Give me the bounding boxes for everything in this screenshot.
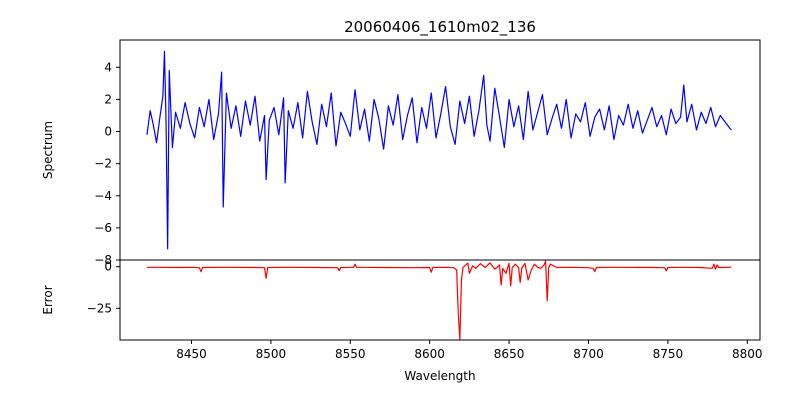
spectrum-series-line — [146, 50, 732, 250]
error-plot-area — [147, 260, 732, 340]
spectrum-panel: 4 2 0 −2 −4 −6 −8 Spectrum — [41, 39, 761, 267]
x-tick-label: 8500 — [256, 347, 287, 361]
error-y-tick-label: −25 — [87, 301, 112, 315]
x-tick-label: 8650 — [494, 347, 525, 361]
x-axis: 8450 8500 8550 8600 8650 8700 8750 8800 — [176, 340, 763, 361]
x-tick-label: 8750 — [653, 347, 684, 361]
x-tick-label: 8700 — [573, 347, 604, 361]
error-axes-frame — [119, 259, 761, 341]
error-y-label: Error — [41, 285, 55, 314]
spectrum-y-tick-label: 0 — [104, 125, 112, 139]
spectrum-y-label: Spectrum — [41, 121, 55, 179]
x-axis-label: Wavelength — [404, 369, 475, 383]
error-y-axis: 0 −25 — [87, 260, 120, 315]
spectrum-y-tick-label: 2 — [104, 92, 112, 106]
x-tick-label: 8800 — [732, 347, 763, 361]
error-y-tick-label: 0 — [104, 260, 112, 274]
spectrum-plot-area — [146, 50, 732, 250]
error-panel: 0 −25 Error — [41, 259, 761, 341]
spectrum-y-tick-label: −6 — [94, 221, 112, 235]
spectrum-y-tick-label: −4 — [94, 189, 112, 203]
spectrum-y-axis: 4 2 0 −2 −4 −6 −8 — [94, 60, 120, 267]
error-series-line — [147, 260, 732, 340]
spectrum-y-tick-label: −2 — [94, 157, 112, 171]
spectrum-y-tick-label: 4 — [104, 60, 112, 74]
chart-title: 20060406_1610m02_136 — [344, 18, 536, 37]
x-tick-label: 8550 — [335, 347, 366, 361]
x-tick-label: 8450 — [176, 347, 207, 361]
x-tick-label: 8600 — [414, 347, 445, 361]
spectrum-y-tick-label: −8 — [94, 253, 112, 267]
